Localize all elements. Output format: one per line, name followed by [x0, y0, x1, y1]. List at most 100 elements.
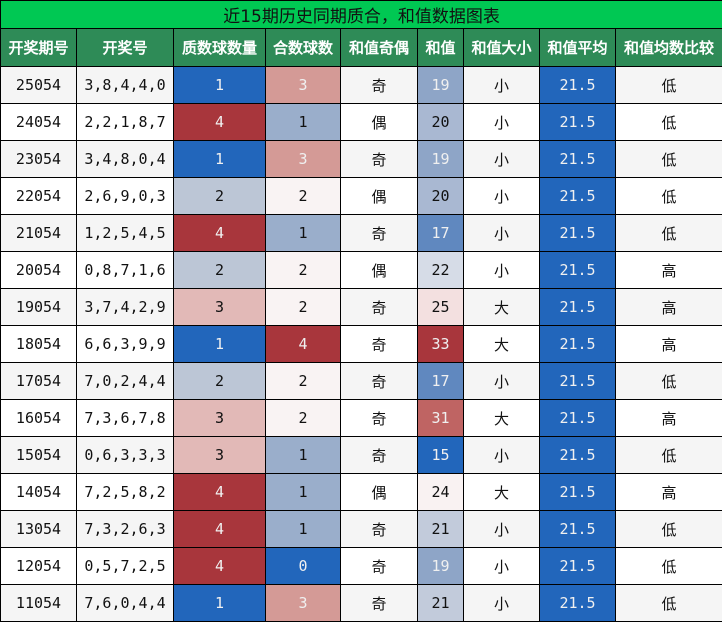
size-cell: 小 — [463, 547, 540, 585]
parity-cell: 奇 — [340, 510, 418, 548]
prime-count-cell: 2 — [173, 251, 266, 289]
avg-cell: 21.5 — [539, 103, 616, 141]
parity-cell: 奇 — [340, 362, 418, 400]
issue-cell: 19054 — [0, 288, 77, 326]
size-cell: 小 — [463, 177, 540, 215]
compare-cell: 低 — [614, 177, 722, 215]
avg-cell: 21.5 — [539, 436, 616, 474]
issue-cell: 12054 — [0, 547, 77, 585]
parity-cell: 奇 — [340, 399, 418, 437]
parity-cell: 偶 — [340, 251, 418, 289]
column-header: 和值平均 — [539, 28, 616, 67]
table-row: 15054 0,6,3,3,3 3 1 奇 15 小 21.5 低 — [0, 436, 722, 474]
avg-cell: 21.5 — [539, 140, 616, 178]
column-header: 质数球数量 — [173, 28, 266, 67]
issue-cell: 17054 — [0, 362, 77, 400]
size-cell: 小 — [463, 510, 540, 548]
parity-cell: 奇 — [340, 584, 418, 622]
column-header: 开奖期号 — [0, 28, 77, 67]
compare-cell: 低 — [614, 140, 722, 178]
composite-count-cell: 1 — [265, 436, 341, 474]
avg-cell: 21.5 — [539, 399, 616, 437]
composite-count-cell: 3 — [265, 140, 341, 178]
table-row: 14054 7,2,5,8,2 4 1 偶 24 大 21.5 高 — [0, 473, 722, 511]
column-header: 开奖号 — [76, 28, 174, 67]
numbers-cell: 2,6,9,0,3 — [76, 177, 174, 215]
issue-cell: 15054 — [0, 436, 77, 474]
sum-cell: 25 — [417, 288, 464, 326]
parity-cell: 偶 — [340, 473, 418, 511]
prime-count-cell: 1 — [173, 66, 266, 104]
issue-cell: 20054 — [0, 251, 77, 289]
composite-count-cell: 1 — [265, 214, 341, 252]
compare-cell: 高 — [614, 288, 722, 326]
avg-cell: 21.5 — [539, 214, 616, 252]
prime-count-cell: 3 — [173, 436, 266, 474]
sum-cell: 19 — [417, 547, 464, 585]
size-cell: 小 — [463, 66, 540, 104]
avg-cell: 21.5 — [539, 473, 616, 511]
table-row: 24054 2,2,1,8,7 4 1 偶 20 小 21.5 低 — [0, 103, 722, 141]
column-header: 和值大小 — [463, 28, 540, 67]
table-row: 12054 0,5,7,2,5 4 0 奇 19 小 21.5 低 — [0, 547, 722, 585]
sum-cell: 20 — [417, 177, 464, 215]
size-cell: 小 — [463, 436, 540, 474]
table-row: 25054 3,8,4,4,0 1 3 奇 19 小 21.5 低 — [0, 66, 722, 104]
compare-cell: 低 — [614, 510, 722, 548]
prime-count-cell: 2 — [173, 362, 266, 400]
compare-cell: 高 — [614, 399, 722, 437]
issue-cell: 21054 — [0, 214, 77, 252]
sum-cell: 17 — [417, 214, 464, 252]
numbers-cell: 0,6,3,3,3 — [76, 436, 174, 474]
table-row: 11054 7,6,0,4,4 1 3 奇 21 小 21.5 低 — [0, 584, 722, 622]
sum-cell: 33 — [417, 325, 464, 363]
table-row: 19054 3,7,4,2,9 3 2 奇 25 大 21.5 高 — [0, 288, 722, 326]
sum-cell: 17 — [417, 362, 464, 400]
composite-count-cell: 2 — [265, 251, 341, 289]
size-cell: 小 — [463, 362, 540, 400]
column-header: 合数球数 — [265, 28, 341, 67]
sum-cell: 21 — [417, 510, 464, 548]
parity-cell: 奇 — [340, 547, 418, 585]
avg-cell: 21.5 — [539, 66, 616, 104]
compare-cell: 低 — [614, 436, 722, 474]
stats-table: 近15期历史同期质合，和值数据图表 开奖期号 开奖号 质数球数量 合数球数 和值奇偶 和值… — [0, 0, 722, 622]
avg-cell: 21.5 — [539, 362, 616, 400]
prime-count-cell: 4 — [173, 510, 266, 548]
sum-cell: 15 — [417, 436, 464, 474]
issue-cell: 13054 — [0, 510, 77, 548]
composite-count-cell: 1 — [265, 510, 341, 548]
prime-count-cell: 1 — [173, 140, 266, 178]
sum-cell: 19 — [417, 140, 464, 178]
compare-cell: 低 — [614, 584, 722, 622]
avg-cell: 21.5 — [539, 288, 616, 326]
size-cell: 大 — [463, 399, 540, 437]
compare-cell: 高 — [614, 325, 722, 363]
column-header: 和值奇偶 — [340, 28, 418, 67]
avg-cell: 21.5 — [539, 325, 616, 363]
avg-cell: 21.5 — [539, 584, 616, 622]
sum-cell: 21 — [417, 584, 464, 622]
numbers-cell: 7,3,6,7,8 — [76, 399, 174, 437]
composite-count-cell: 2 — [265, 399, 341, 437]
sum-cell: 19 — [417, 66, 464, 104]
sum-cell: 24 — [417, 473, 464, 511]
avg-cell: 21.5 — [539, 177, 616, 215]
composite-count-cell: 4 — [265, 325, 341, 363]
parity-cell: 奇 — [340, 325, 418, 363]
table-row: 17054 7,0,2,4,4 2 2 奇 17 小 21.5 低 — [0, 362, 722, 400]
issue-cell: 22054 — [0, 177, 77, 215]
compare-cell: 低 — [614, 214, 722, 252]
parity-cell: 奇 — [340, 288, 418, 326]
numbers-cell: 1,2,5,4,5 — [76, 214, 174, 252]
table-row: 23054 3,4,8,0,4 1 3 奇 19 小 21.5 低 — [0, 140, 722, 178]
compare-cell: 低 — [614, 547, 722, 585]
size-cell: 小 — [463, 140, 540, 178]
issue-cell: 23054 — [0, 140, 77, 178]
avg-cell: 21.5 — [539, 547, 616, 585]
table-row: 20054 0,8,7,1,6 2 2 偶 22 小 21.5 高 — [0, 251, 722, 289]
numbers-cell: 3,8,4,4,0 — [76, 66, 174, 104]
numbers-cell: 7,3,2,6,3 — [76, 510, 174, 548]
parity-cell: 奇 — [340, 66, 418, 104]
numbers-cell: 3,4,8,0,4 — [76, 140, 174, 178]
